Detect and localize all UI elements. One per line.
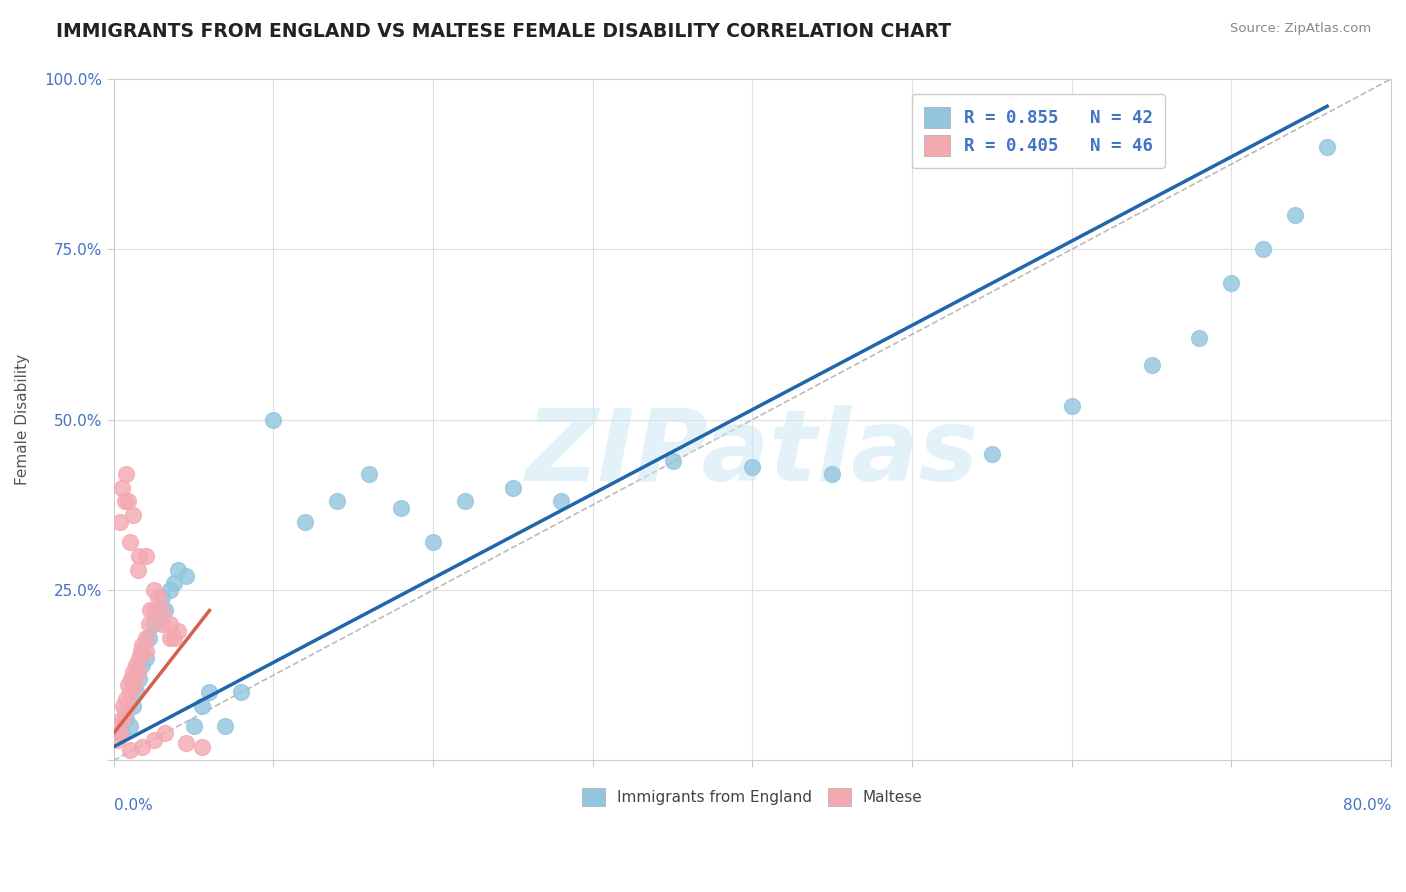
Point bbox=[174, 736, 197, 750]
Point bbox=[148, 603, 170, 617]
Text: 80.0%: 80.0% bbox=[1343, 797, 1391, 813]
Point bbox=[262, 412, 284, 426]
Point bbox=[115, 467, 138, 482]
Text: 0.0%: 0.0% bbox=[114, 797, 152, 813]
Point bbox=[1316, 140, 1339, 154]
Point bbox=[111, 713, 134, 727]
Point bbox=[118, 719, 141, 733]
Text: IMMIGRANTS FROM ENGLAND VS MALTESE FEMALE DISABILITY CORRELATION CHART: IMMIGRANTS FROM ENGLAND VS MALTESE FEMAL… bbox=[56, 22, 952, 41]
Point bbox=[115, 713, 138, 727]
Legend: Immigrants from England, Maltese: Immigrants from England, Maltese bbox=[575, 780, 931, 814]
Point bbox=[190, 698, 212, 713]
Point bbox=[118, 743, 141, 757]
Point bbox=[389, 501, 412, 516]
Point bbox=[150, 590, 173, 604]
Point bbox=[128, 672, 150, 686]
Point bbox=[1140, 358, 1163, 372]
Point bbox=[115, 692, 138, 706]
Point bbox=[741, 460, 763, 475]
Point bbox=[138, 631, 160, 645]
Point bbox=[150, 603, 173, 617]
Point bbox=[142, 617, 165, 632]
Point bbox=[150, 617, 173, 632]
Point bbox=[139, 603, 162, 617]
Point bbox=[121, 508, 143, 522]
Point bbox=[108, 515, 131, 529]
Point bbox=[129, 644, 152, 658]
Point bbox=[821, 467, 844, 482]
Point bbox=[550, 494, 572, 508]
Point bbox=[153, 603, 176, 617]
Point bbox=[198, 685, 221, 699]
Point bbox=[294, 515, 316, 529]
Text: Source: ZipAtlas.com: Source: ZipAtlas.com bbox=[1230, 22, 1371, 36]
Point bbox=[125, 685, 148, 699]
Point bbox=[111, 726, 134, 740]
Point bbox=[125, 658, 148, 673]
Point bbox=[153, 726, 176, 740]
Point bbox=[1188, 331, 1211, 345]
Point bbox=[159, 631, 181, 645]
Point bbox=[107, 719, 129, 733]
Point bbox=[120, 672, 142, 686]
Point bbox=[190, 739, 212, 754]
Point bbox=[1060, 399, 1083, 413]
Point bbox=[163, 576, 186, 591]
Point bbox=[183, 719, 205, 733]
Point bbox=[114, 494, 136, 508]
Point bbox=[148, 590, 170, 604]
Point bbox=[117, 678, 139, 692]
Point bbox=[105, 733, 128, 747]
Point bbox=[127, 665, 149, 679]
Point bbox=[118, 535, 141, 549]
Point bbox=[142, 603, 165, 617]
Point bbox=[121, 698, 143, 713]
Point bbox=[214, 719, 236, 733]
Point bbox=[166, 563, 188, 577]
Point bbox=[661, 453, 683, 467]
Point bbox=[159, 582, 181, 597]
Point bbox=[135, 644, 157, 658]
Point bbox=[131, 638, 153, 652]
Point bbox=[502, 481, 524, 495]
Point bbox=[1284, 208, 1306, 222]
Point bbox=[127, 563, 149, 577]
Point bbox=[128, 549, 150, 563]
Point bbox=[174, 569, 197, 583]
Y-axis label: Female Disability: Female Disability bbox=[15, 354, 30, 485]
Point bbox=[422, 535, 444, 549]
Point bbox=[1220, 277, 1243, 291]
Point bbox=[326, 494, 349, 508]
Point bbox=[118, 685, 141, 699]
Point bbox=[980, 447, 1002, 461]
Point bbox=[112, 698, 135, 713]
Point bbox=[131, 658, 153, 673]
Point bbox=[166, 624, 188, 638]
Point bbox=[114, 706, 136, 720]
Point bbox=[135, 549, 157, 563]
Point bbox=[159, 617, 181, 632]
Point bbox=[142, 582, 165, 597]
Point bbox=[124, 678, 146, 692]
Point bbox=[128, 651, 150, 665]
Point bbox=[454, 494, 477, 508]
Point bbox=[231, 685, 253, 699]
Point bbox=[1251, 243, 1274, 257]
Point bbox=[131, 739, 153, 754]
Point bbox=[121, 665, 143, 679]
Text: ZIPatlas: ZIPatlas bbox=[526, 405, 979, 502]
Point bbox=[138, 617, 160, 632]
Point bbox=[135, 631, 157, 645]
Point bbox=[111, 481, 134, 495]
Point bbox=[135, 651, 157, 665]
Point bbox=[142, 733, 165, 747]
Point bbox=[359, 467, 381, 482]
Point bbox=[108, 726, 131, 740]
Point bbox=[117, 494, 139, 508]
Point bbox=[163, 631, 186, 645]
